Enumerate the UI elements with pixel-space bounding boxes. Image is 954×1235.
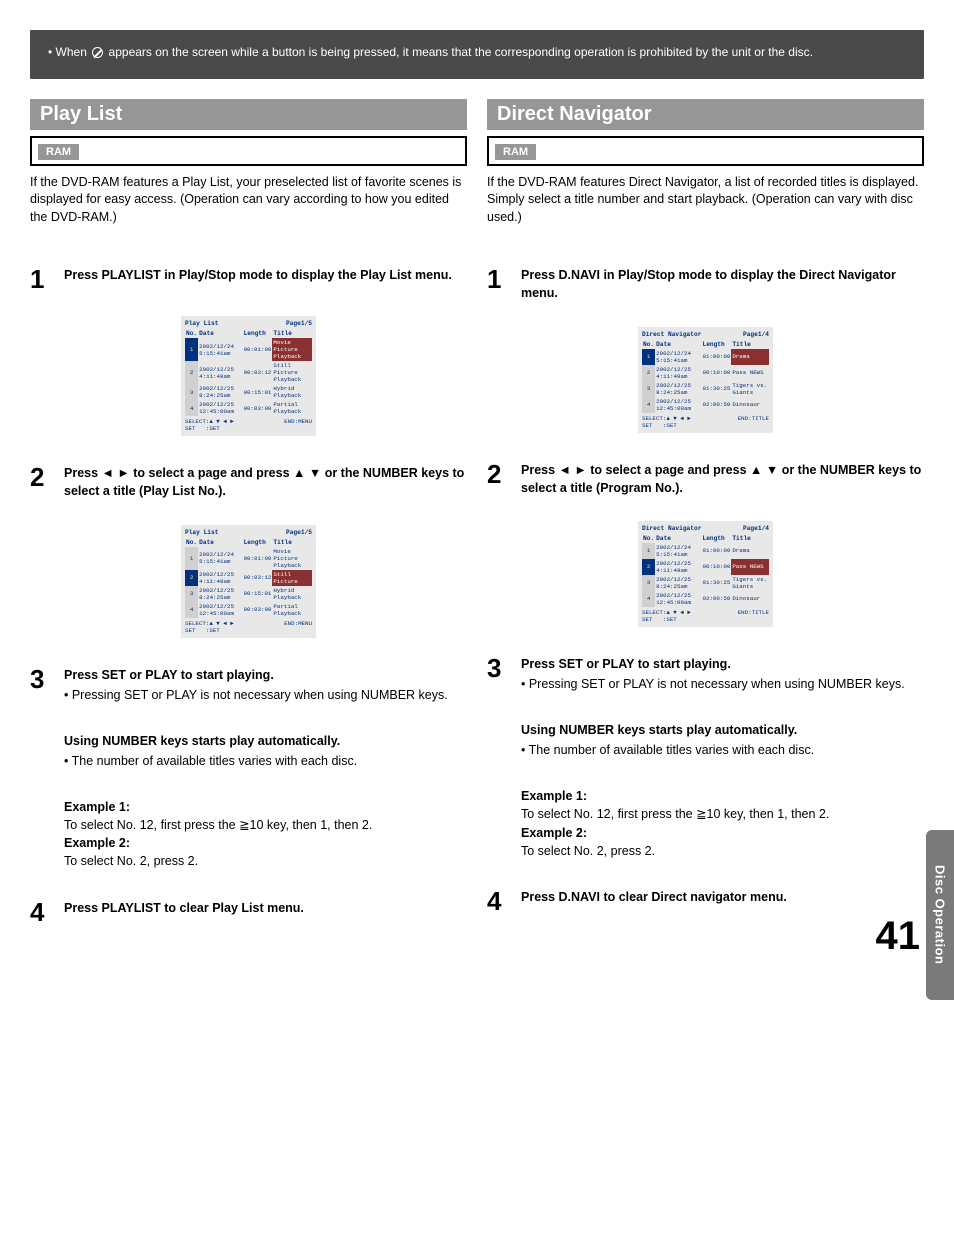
step4-text: Press PLAYLIST to clear Play List menu.: [64, 901, 304, 915]
notice-suffix: appears on the screen while a button is …: [105, 45, 813, 59]
ex1-text: To select No. 12, first press the ≧10 ke…: [64, 816, 467, 834]
ex2r-text: To select No. 2, press 2.: [521, 842, 924, 860]
step2-text: Press ◄ ► to select a page and press ▲ ▼…: [64, 466, 464, 498]
step-num: 1: [30, 266, 50, 292]
step-1-right: 1 Press D.NAVI in Play/Stop mode to disp…: [487, 266, 924, 302]
page-number: 41: [876, 914, 921, 959]
side-tab: Disc Operation: [926, 830, 954, 1000]
step-3-right: 3 Press SET or PLAY to start playing. • …: [487, 655, 924, 860]
osd-playlist-2: Play ListPage1/5No.DateLengthTitle12002/…: [181, 525, 316, 638]
ex1r-text: To select No. 12, first press the ≧10 ke…: [521, 805, 924, 823]
ram-badge-right: RAM: [495, 144, 536, 160]
using-head: Using NUMBER keys starts play automatica…: [64, 732, 467, 750]
ram-badge-left: RAM: [38, 144, 79, 160]
osd-playlist-1: Play ListPage1/5No.DateLengthTitle12002/…: [181, 316, 316, 436]
ex1r-head: Example 1:: [521, 787, 924, 805]
step3-lead: Press SET or PLAY to start playing.: [64, 666, 467, 684]
step-num: 2: [30, 464, 50, 490]
ex2-head: Example 2:: [64, 834, 467, 852]
ram-box-left: RAM: [30, 136, 467, 166]
osd-nav-2: Direct NavigatorPage1/4No.DateLengthTitl…: [638, 521, 773, 627]
step3-sub: • Pressing SET or PLAY is not necessary …: [64, 686, 467, 704]
ex2-text: To select No. 2, press 2.: [64, 852, 467, 870]
step-2-right: 2 Press ◄ ► to select a page and press ▲…: [487, 461, 924, 497]
playlist-title: Play List: [30, 99, 467, 130]
step3r-sub: • Pressing SET or PLAY is not necessary …: [521, 675, 924, 693]
navigator-column: Direct Navigator RAM If the DVD-RAM feat…: [487, 99, 924, 949]
step2r-text: Press ◄ ► to select a page and press ▲ ▼…: [521, 463, 921, 495]
step-2-left: 2 Press ◄ ► to select a page and press ▲…: [30, 464, 467, 500]
side-tab-label: Disc Operation: [933, 865, 948, 964]
step-1-left: 1 Press PLAYLIST in Play/Stop mode to di…: [30, 266, 467, 292]
ex1-head: Example 1:: [64, 798, 467, 816]
step4r-text: Press D.NAVI to clear Direct navigator m…: [521, 890, 787, 904]
step1-text: Press PLAYLIST in Play/Stop mode to disp…: [64, 268, 452, 282]
usingr-sub: • The number of available titles varies …: [521, 741, 924, 759]
step3r-lead: Press SET or PLAY to start playing.: [521, 655, 924, 673]
ram-box-right: RAM: [487, 136, 924, 166]
playlist-column: Play List RAM If the DVD-RAM features a …: [30, 99, 467, 949]
step-4-right: 4 Press D.NAVI to clear Direct navigator…: [487, 888, 924, 914]
osd-nav-1: Direct NavigatorPage1/4No.DateLengthTitl…: [638, 327, 773, 433]
step-num: 4: [30, 899, 50, 925]
prohibit-icon: [92, 47, 103, 58]
navigator-title: Direct Navigator: [487, 99, 924, 130]
using-sub: • The number of available titles varies …: [64, 752, 467, 770]
ex2r-head: Example 2:: [521, 824, 924, 842]
step-4-left: 4 Press PLAYLIST to clear Play List menu…: [30, 899, 467, 925]
step-num: 3: [30, 666, 50, 692]
step-num: 3: [487, 655, 507, 681]
step-num: 4: [487, 888, 507, 914]
notice-prefix: • When: [48, 45, 90, 59]
navigator-intro: If the DVD-RAM features Direct Navigator…: [487, 174, 924, 227]
step-3-left: 3 Press SET or PLAY to start playing. • …: [30, 666, 467, 871]
step-num: 1: [487, 266, 507, 292]
step-num: 2: [487, 461, 507, 487]
notice-box: • When appears on the screen while a but…: [30, 30, 924, 79]
usingr-head: Using NUMBER keys starts play automatica…: [521, 721, 924, 739]
playlist-intro: If the DVD-RAM features a Play List, you…: [30, 174, 467, 227]
step1r-text: Press D.NAVI in Play/Stop mode to displa…: [521, 268, 896, 300]
